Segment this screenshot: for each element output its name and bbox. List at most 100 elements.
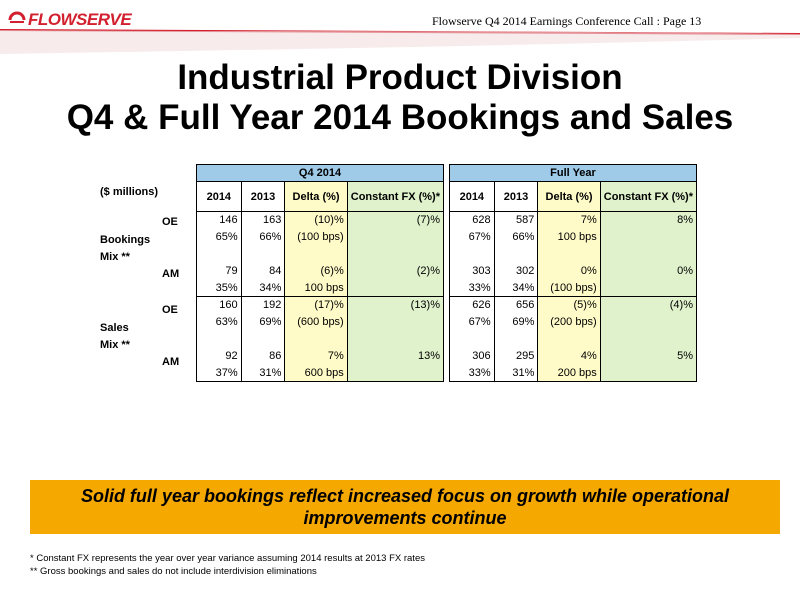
table-cell: 13% bbox=[347, 347, 445, 365]
table-cell: 628 bbox=[449, 211, 495, 229]
table-cell: 4% bbox=[537, 347, 601, 365]
table-row: 37% 31% 600 bps bbox=[196, 364, 445, 382]
table-cell: 79 bbox=[196, 262, 242, 280]
table-row: 35% 34% 100 bps bbox=[196, 279, 445, 297]
table-cell: 146 bbox=[196, 211, 242, 229]
table-cell: 31% bbox=[241, 364, 286, 382]
table-cell: 92 bbox=[196, 347, 242, 365]
table-cell: 69% bbox=[241, 313, 286, 331]
table-cell bbox=[196, 245, 242, 263]
table-cell: (5)% bbox=[537, 296, 601, 314]
units-label: ($ millions) bbox=[100, 186, 159, 198]
table-cell: 160 bbox=[196, 296, 242, 314]
row-label-am: AM bbox=[162, 268, 180, 280]
table-row: 63% 69% (600 bps) bbox=[196, 313, 445, 331]
table-cell: 34% bbox=[494, 279, 539, 297]
table-cell: (13)% bbox=[347, 296, 445, 314]
title-line-1: Industrial Product Division bbox=[177, 58, 623, 97]
table-cell: 66% bbox=[494, 228, 539, 246]
table-row: 146 163 (10)% (7)% bbox=[196, 211, 445, 229]
table-row: 33% 34% (100 bps) bbox=[449, 279, 698, 297]
q4-2014-table: Q4 2014 2014 2013 Delta (%) Constant FX … bbox=[196, 164, 445, 382]
table-cell: (7)% bbox=[347, 211, 445, 229]
table-row: 628 587 7% 8% bbox=[449, 211, 698, 229]
table-row bbox=[196, 245, 445, 263]
table-row: 160 192 (17)% (13)% bbox=[196, 296, 445, 314]
table-cell: (6)% bbox=[284, 262, 348, 280]
table-cell: 35% bbox=[196, 279, 242, 297]
table-cell: 0% bbox=[600, 262, 698, 280]
table-cell bbox=[449, 245, 495, 263]
table-cell: 163 bbox=[241, 211, 286, 229]
table-row: 67% 66% 100 bps bbox=[449, 228, 698, 246]
table-cell: 63% bbox=[196, 313, 242, 331]
table-row: 67% 69% (200 bps) bbox=[449, 313, 698, 331]
fy-col-delta: Delta (%) bbox=[537, 181, 601, 212]
footnote-constant-fx: * Constant FX represents the year over y… bbox=[30, 553, 425, 564]
flowserve-logo-icon bbox=[8, 11, 26, 23]
table-row bbox=[196, 330, 445, 348]
table-cell: 600 bps bbox=[284, 364, 348, 382]
table-cell bbox=[537, 245, 601, 263]
table-cell bbox=[347, 279, 445, 297]
table-cell: 65% bbox=[196, 228, 242, 246]
table-cell: 67% bbox=[449, 228, 495, 246]
table-cell: 37% bbox=[196, 364, 242, 382]
table-cell: 66% bbox=[241, 228, 286, 246]
table-cell bbox=[347, 245, 445, 263]
table-row bbox=[449, 245, 698, 263]
row-label-oe: OE bbox=[162, 304, 178, 316]
fy-header: Full Year bbox=[449, 164, 697, 182]
table-cell bbox=[600, 330, 698, 348]
table-cell bbox=[284, 330, 348, 348]
table-cell: 86 bbox=[241, 347, 286, 365]
table-cell bbox=[494, 245, 539, 263]
q4-col-constant-fx: Constant FX (%)* bbox=[346, 181, 445, 212]
table-cell bbox=[284, 245, 348, 263]
table-cell: 302 bbox=[494, 262, 539, 280]
row-label-oe: OE bbox=[162, 216, 178, 228]
table-row: 626 656 (5)% (4)% bbox=[449, 296, 698, 314]
row-label-mix: Mix ** bbox=[100, 251, 130, 263]
row-label-sales: Sales bbox=[100, 322, 129, 334]
slide-header: Flowserve Q4 2014 Earnings Conference Ca… bbox=[432, 14, 702, 28]
table-cell: 5% bbox=[600, 347, 698, 365]
table-row: 33% 31% 200 bps bbox=[449, 364, 698, 382]
table-cell: 656 bbox=[494, 296, 539, 314]
table-cell: 306 bbox=[449, 347, 495, 365]
q4-col-2014: 2014 bbox=[196, 181, 242, 212]
table-cell: (600 bps) bbox=[284, 313, 348, 331]
table-row: 92 86 7% 13% bbox=[196, 347, 445, 365]
q4-col-delta: Delta (%) bbox=[284, 181, 348, 212]
table-cell bbox=[196, 330, 242, 348]
table-cell: 7% bbox=[537, 211, 601, 229]
table-cell: (4)% bbox=[600, 296, 698, 314]
flowserve-logo: FLOWSERVE bbox=[8, 8, 132, 32]
q4-header: Q4 2014 bbox=[196, 164, 444, 182]
table-cell: 67% bbox=[449, 313, 495, 331]
table-cell: (100 bps) bbox=[537, 279, 601, 297]
table-cell: 33% bbox=[449, 364, 495, 382]
table-row: 79 84 (6)% (2)% bbox=[196, 262, 445, 280]
table-cell: (200 bps) bbox=[537, 313, 601, 331]
table-row: 303 302 0% 0% bbox=[449, 262, 698, 280]
table-cell: (100 bps) bbox=[284, 228, 348, 246]
full-year-table: Full Year 2014 2013 Delta (%) Constant F… bbox=[449, 164, 698, 382]
fy-col-constant-fx: Constant FX (%)* bbox=[599, 181, 698, 212]
table-cell: 200 bps bbox=[537, 364, 601, 382]
table-cell bbox=[537, 330, 601, 348]
table-cell bbox=[600, 364, 698, 382]
table-cell: 84 bbox=[241, 262, 286, 280]
table-row: 65% 66% (100 bps) bbox=[196, 228, 445, 246]
fy-col-2013: 2013 bbox=[493, 181, 539, 212]
table-cell: 34% bbox=[241, 279, 286, 297]
table-cell: 33% bbox=[449, 279, 495, 297]
table-cell: 100 bps bbox=[284, 279, 348, 297]
table-cell bbox=[241, 245, 286, 263]
table-cell: (2)% bbox=[347, 262, 445, 280]
fy-col-2014: 2014 bbox=[449, 181, 495, 212]
table-cell: (10)% bbox=[284, 211, 348, 229]
page-title: Industrial Product Division Q4 & Full Ye… bbox=[0, 58, 800, 138]
table-cell: 295 bbox=[494, 347, 539, 365]
logo-text: FLOWSERVE bbox=[28, 10, 132, 29]
